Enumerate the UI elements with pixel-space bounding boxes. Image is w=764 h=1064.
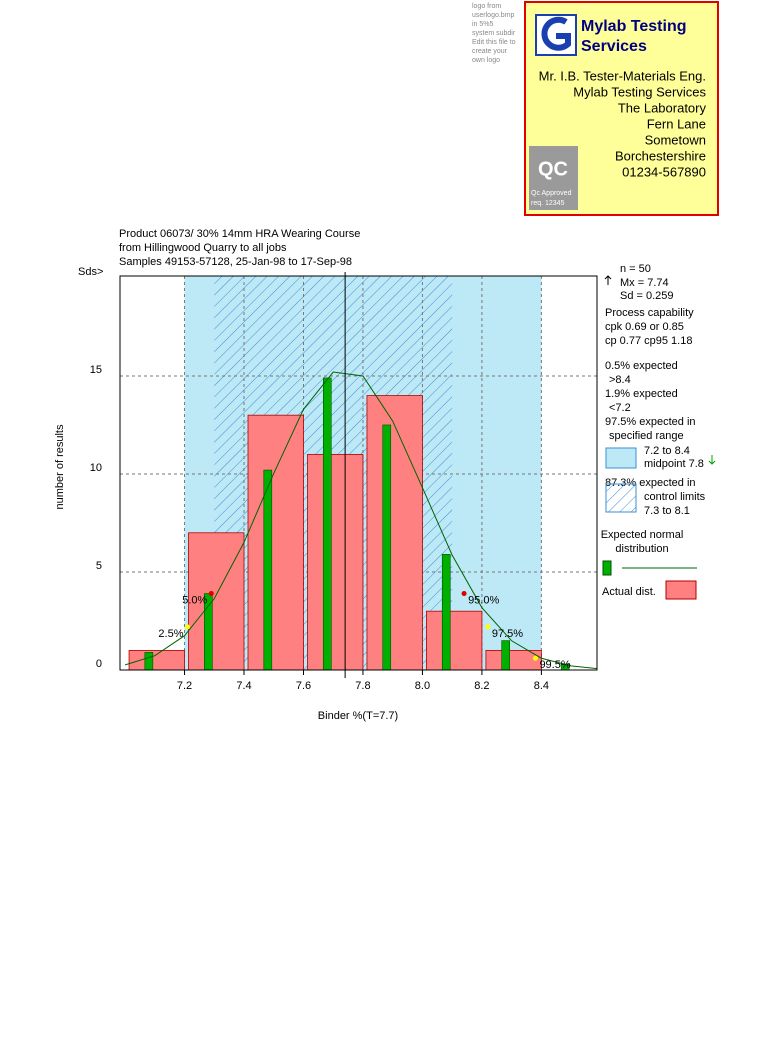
percentile-marker — [485, 624, 491, 630]
legend-swatch — [605, 483, 637, 513]
percentile-label: 2.5% — [158, 628, 183, 640]
y-tick-label: 0 — [96, 658, 102, 670]
side-text: 7.2 to 8.4 — [644, 445, 690, 457]
side-text: <7.2 — [609, 402, 631, 414]
y-tick-label: 5 — [96, 560, 102, 572]
chart-title: from Hillingwood Quarry to all jobs — [119, 242, 287, 254]
percentile-marker — [185, 624, 191, 630]
company-name: Mylab Testing — [581, 18, 687, 35]
plot-frame — [119, 275, 598, 671]
address-line: The Laboratory — [618, 100, 707, 115]
expected-bar — [263, 469, 273, 671]
percentile-marker — [208, 591, 214, 597]
percentile-label: 99.5% — [539, 659, 570, 671]
legend-swatch — [602, 560, 612, 576]
address-line: 01234-567890 — [622, 164, 706, 179]
percentile-label: 5.0% — [182, 594, 207, 606]
logo-note: Edit this file to — [472, 39, 516, 46]
side-text: Mx = 7.74 — [620, 277, 669, 289]
side-text: control limits — [644, 491, 706, 503]
logo-note: in 5%5 — [472, 21, 494, 28]
qc-badge — [529, 146, 578, 210]
logo-note: userlogo.bmp — [472, 12, 515, 19]
side-text: 7.3 to 8.1 — [644, 505, 690, 517]
side-text: 1.9% expected — [605, 388, 678, 400]
x-tick-label: 7.2 — [177, 680, 192, 692]
logo-note: own logo — [472, 57, 500, 64]
x-tick-label: 7.4 — [236, 680, 251, 692]
x-tick-label: 8.4 — [534, 680, 549, 692]
side-text: Process capability — [605, 307, 694, 319]
address-line: Mr. I.B. Tester-Materials Eng. — [539, 68, 706, 83]
logo-note: create your — [472, 48, 508, 55]
badge-text: Qc Approved — [531, 190, 572, 197]
legend-label: Expected normal distribution — [600, 529, 684, 555]
side-text: 97.5% expected in — [605, 416, 696, 428]
legend-label: Actual dist. — [602, 586, 656, 598]
histogram-bar — [188, 532, 245, 671]
letterhead: Mylab Testing Services Mr. I.B. Tester-Mat… — [524, 1, 719, 216]
percentile-label: 97.5% — [492, 628, 523, 640]
percentile-marker — [532, 655, 538, 661]
x-tick-label: 7.6 — [296, 680, 311, 692]
side-text: n = 50 — [620, 263, 651, 275]
logo-g — [541, 16, 571, 51]
side-text: >8.4 — [609, 374, 631, 386]
expected-bar — [382, 424, 392, 671]
x-axis-label: Binder %(T=7.7) — [318, 710, 398, 722]
y-tick-label: 10 — [90, 462, 102, 474]
x-tick-label: 8.2 — [474, 680, 489, 692]
badge-text: req. 12345 — [531, 200, 565, 207]
y-tick-label: 15 — [90, 364, 102, 376]
address-line: Sometown — [645, 132, 706, 147]
address-line: Borchestershire — [615, 148, 706, 163]
legend-swatch — [665, 580, 697, 600]
side-text: cp 0.77 cp95 1.18 — [605, 335, 692, 347]
company-name: Services — [581, 38, 647, 55]
side-text: 0.5% expected — [605, 360, 678, 372]
expected-bar — [144, 652, 154, 671]
expected-bar — [441, 554, 451, 671]
histogram-bar — [426, 610, 483, 671]
arrow — [604, 275, 612, 285]
percentile-marker — [461, 591, 467, 597]
side-text: specified range — [609, 430, 684, 442]
y-axis-label: number of results — [54, 424, 66, 509]
histogram-bar — [247, 414, 304, 671]
normal-curve — [124, 371, 598, 670]
chart-title: Samples 49153-57128, 25-Jan-98 to 17-Sep… — [119, 256, 352, 268]
expected-bar — [322, 377, 332, 671]
address-line: Fern Lane — [647, 116, 706, 131]
histogram-bar — [307, 453, 364, 671]
logo-note: system subdir — [472, 30, 516, 37]
expected-bar — [501, 640, 511, 671]
histogram-bar — [366, 395, 423, 671]
badge-text: QC — [538, 158, 568, 180]
percentile-label: 95.0% — [468, 594, 499, 606]
legend-swatch — [605, 447, 637, 469]
chart-title: Product 06073/ 30% 14mm HRA Wearing Cour… — [119, 228, 360, 240]
address-line: Mylab Testing Services — [573, 84, 706, 99]
corner-label: Sds> — [78, 266, 103, 278]
side-text: midpoint 7.8 — [644, 458, 704, 470]
histogram-bar — [128, 649, 185, 671]
arrow — [708, 455, 716, 465]
side-text: Sd = 0.259 — [620, 290, 674, 302]
x-tick-label: 7.8 — [355, 680, 370, 692]
logo-note: logo from — [472, 3, 501, 10]
side-text: cpk 0.69 or 0.85 — [605, 321, 684, 333]
x-tick-label: 8.0 — [415, 680, 430, 692]
